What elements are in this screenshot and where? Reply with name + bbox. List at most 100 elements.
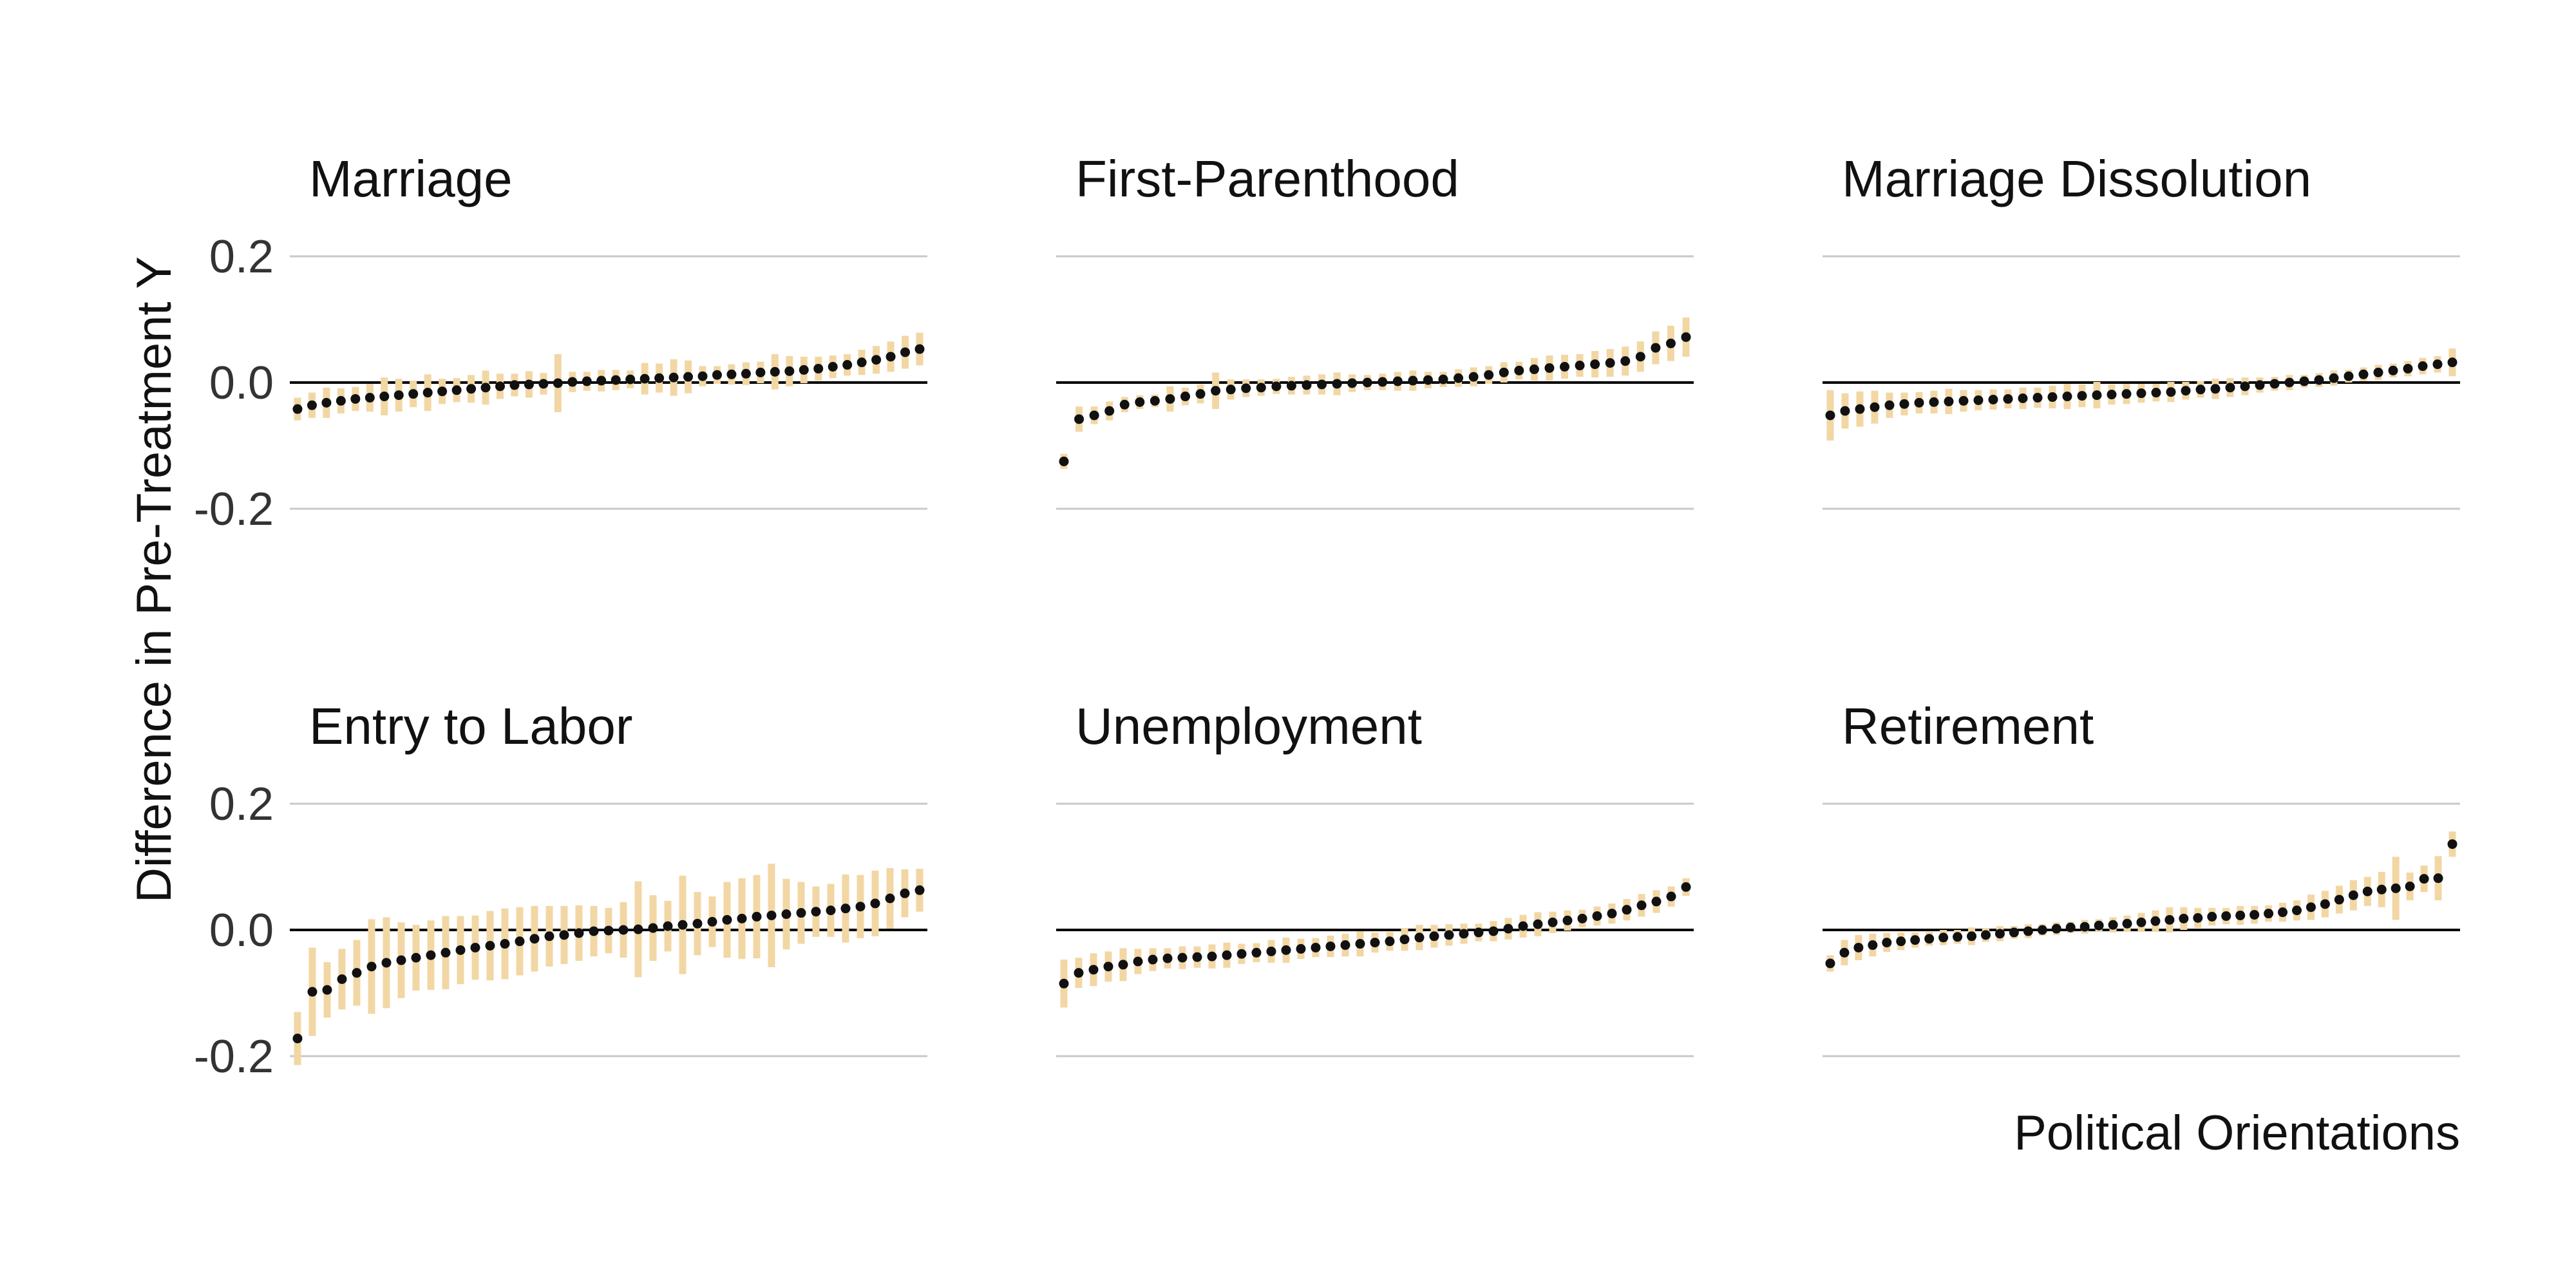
data-point (1133, 956, 1143, 967)
data-point (1896, 936, 1906, 947)
data-point (712, 370, 722, 380)
data-point (1468, 372, 1479, 382)
data-point (1148, 954, 1158, 965)
y-axis-title: Difference in Pre-Treatment Y (127, 256, 182, 903)
data-point (781, 909, 791, 919)
data-point (770, 366, 780, 377)
data-point (337, 974, 347, 984)
data-point (1514, 365, 1524, 375)
data-point (677, 920, 688, 930)
data-point (2240, 381, 2250, 392)
data-point (1499, 367, 1509, 377)
data-point (1636, 900, 1647, 911)
data-point (2358, 369, 2369, 379)
data-point (2447, 357, 2458, 368)
data-point (1914, 397, 1924, 408)
data-point (2009, 927, 2019, 938)
data-point (2269, 379, 2280, 389)
data-point (1560, 362, 1570, 372)
data-point (1195, 389, 1206, 399)
data-point (1681, 332, 1691, 342)
data-point (900, 888, 910, 898)
data-point (2235, 910, 2246, 920)
data-point (408, 389, 419, 399)
data-point (2388, 365, 2398, 375)
data-point (1607, 909, 1617, 919)
y-tick-label: -0.2 (194, 484, 274, 535)
data-point (1088, 965, 1099, 975)
data-point (1192, 952, 1202, 962)
data-point (307, 987, 317, 997)
data-point (2003, 393, 2013, 404)
data-point (2432, 359, 2443, 370)
panel-title: First-Parenthood (1075, 150, 1459, 207)
data-point (1332, 379, 1342, 389)
data-point (603, 925, 614, 936)
data-point (524, 379, 534, 390)
data-point (381, 958, 392, 968)
data-point (2221, 911, 2231, 921)
data-point (485, 941, 495, 951)
data-point (2376, 884, 2387, 895)
panel-title: Marriage Dissolution (1842, 150, 2311, 207)
data-point (307, 400, 317, 410)
data-point (1967, 931, 1977, 942)
data-point (1165, 393, 1175, 404)
data-point (1074, 968, 1084, 978)
data-point (1399, 934, 1410, 945)
data-point (2225, 383, 2235, 393)
data-point (1222, 950, 1232, 960)
data-point (663, 921, 673, 931)
data-point (440, 947, 451, 958)
data-point (2164, 914, 2175, 925)
data-point (2344, 371, 2354, 381)
data-point (914, 344, 925, 354)
data-point (455, 945, 466, 955)
data-point (697, 371, 708, 381)
data-point (500, 939, 510, 949)
data-point (2181, 386, 2191, 396)
panel-title: Marriage (309, 150, 513, 207)
data-point (2108, 920, 2118, 930)
data-point (1135, 397, 1145, 407)
data-point (2062, 392, 2072, 402)
data-point (2433, 873, 2443, 884)
data-point (509, 380, 520, 390)
data-point (1590, 359, 1600, 370)
data-point (2037, 925, 2047, 935)
data-point (2292, 905, 2302, 916)
data-point (596, 375, 607, 386)
data-point (544, 931, 554, 942)
data-point (1119, 399, 1130, 410)
data-point (1286, 381, 1296, 391)
data-point (1103, 961, 1113, 972)
data-point (752, 911, 762, 922)
data-point (2032, 393, 2043, 403)
data-point (1953, 932, 1963, 942)
panel-title: Unemployment (1075, 697, 1422, 755)
data-point (2210, 384, 2221, 394)
data-point (2447, 839, 2458, 849)
data-point (2079, 922, 2090, 932)
data-point (1840, 406, 1850, 416)
data-point (1533, 919, 1543, 929)
panel: First-Parenthood (1056, 150, 1694, 510)
data-point (1981, 930, 1991, 940)
data-point (1438, 374, 1448, 384)
data-point (466, 384, 477, 394)
data-point (1256, 383, 1266, 393)
data-point (365, 393, 375, 403)
data-point (813, 363, 824, 374)
y-tick-label: 0.2 (209, 231, 274, 283)
data-point (2094, 920, 2104, 931)
data-point (411, 952, 421, 963)
data-point (2403, 363, 2413, 374)
data-point (648, 923, 658, 933)
data-point (886, 352, 896, 362)
x-axis-title: Political Orientations (2014, 1106, 2460, 1160)
data-point (2329, 373, 2339, 383)
data-point (426, 950, 436, 960)
data-point (1938, 933, 1949, 943)
data-point (379, 392, 390, 402)
data-point (1370, 938, 1380, 948)
